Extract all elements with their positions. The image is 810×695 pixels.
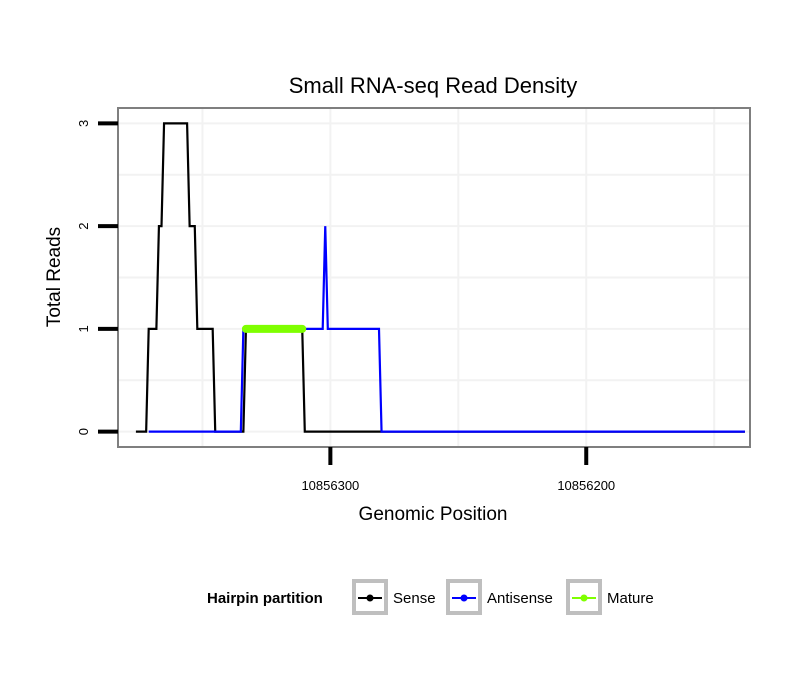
y-tick-label: 0 bbox=[76, 428, 91, 435]
legend-entry-label: Mature bbox=[607, 590, 654, 607]
y-axis-label: Total Reads bbox=[44, 227, 65, 327]
series-line-antisense bbox=[148, 226, 745, 433]
legend-entry-label: Antisense bbox=[487, 590, 553, 607]
plot-border bbox=[117, 107, 751, 448]
legend-title: Hairpin partition bbox=[207, 590, 323, 607]
x-tick-label: 10856200 bbox=[557, 478, 615, 493]
axes: 0 1 2 3 10856300 10856200 bbox=[76, 120, 615, 493]
legend-key-point bbox=[366, 594, 374, 602]
y-tick-label: 2 bbox=[76, 223, 91, 230]
grid bbox=[118, 108, 750, 447]
legend-key-point bbox=[580, 594, 588, 602]
series-layer bbox=[135, 122, 745, 433]
legend-entry-label: Sense bbox=[393, 590, 436, 607]
y-tick-label: 1 bbox=[76, 325, 91, 332]
legend-key-point bbox=[460, 594, 468, 602]
chart-title: Small RNA-seq Read Density bbox=[289, 73, 578, 98]
x-tick-label: 10856300 bbox=[301, 478, 359, 493]
x-axis-label: Genomic Position bbox=[359, 504, 508, 525]
legend: Hairpin partition Sense Antisense Mature bbox=[207, 579, 654, 615]
y-tick-label: 3 bbox=[76, 120, 91, 127]
